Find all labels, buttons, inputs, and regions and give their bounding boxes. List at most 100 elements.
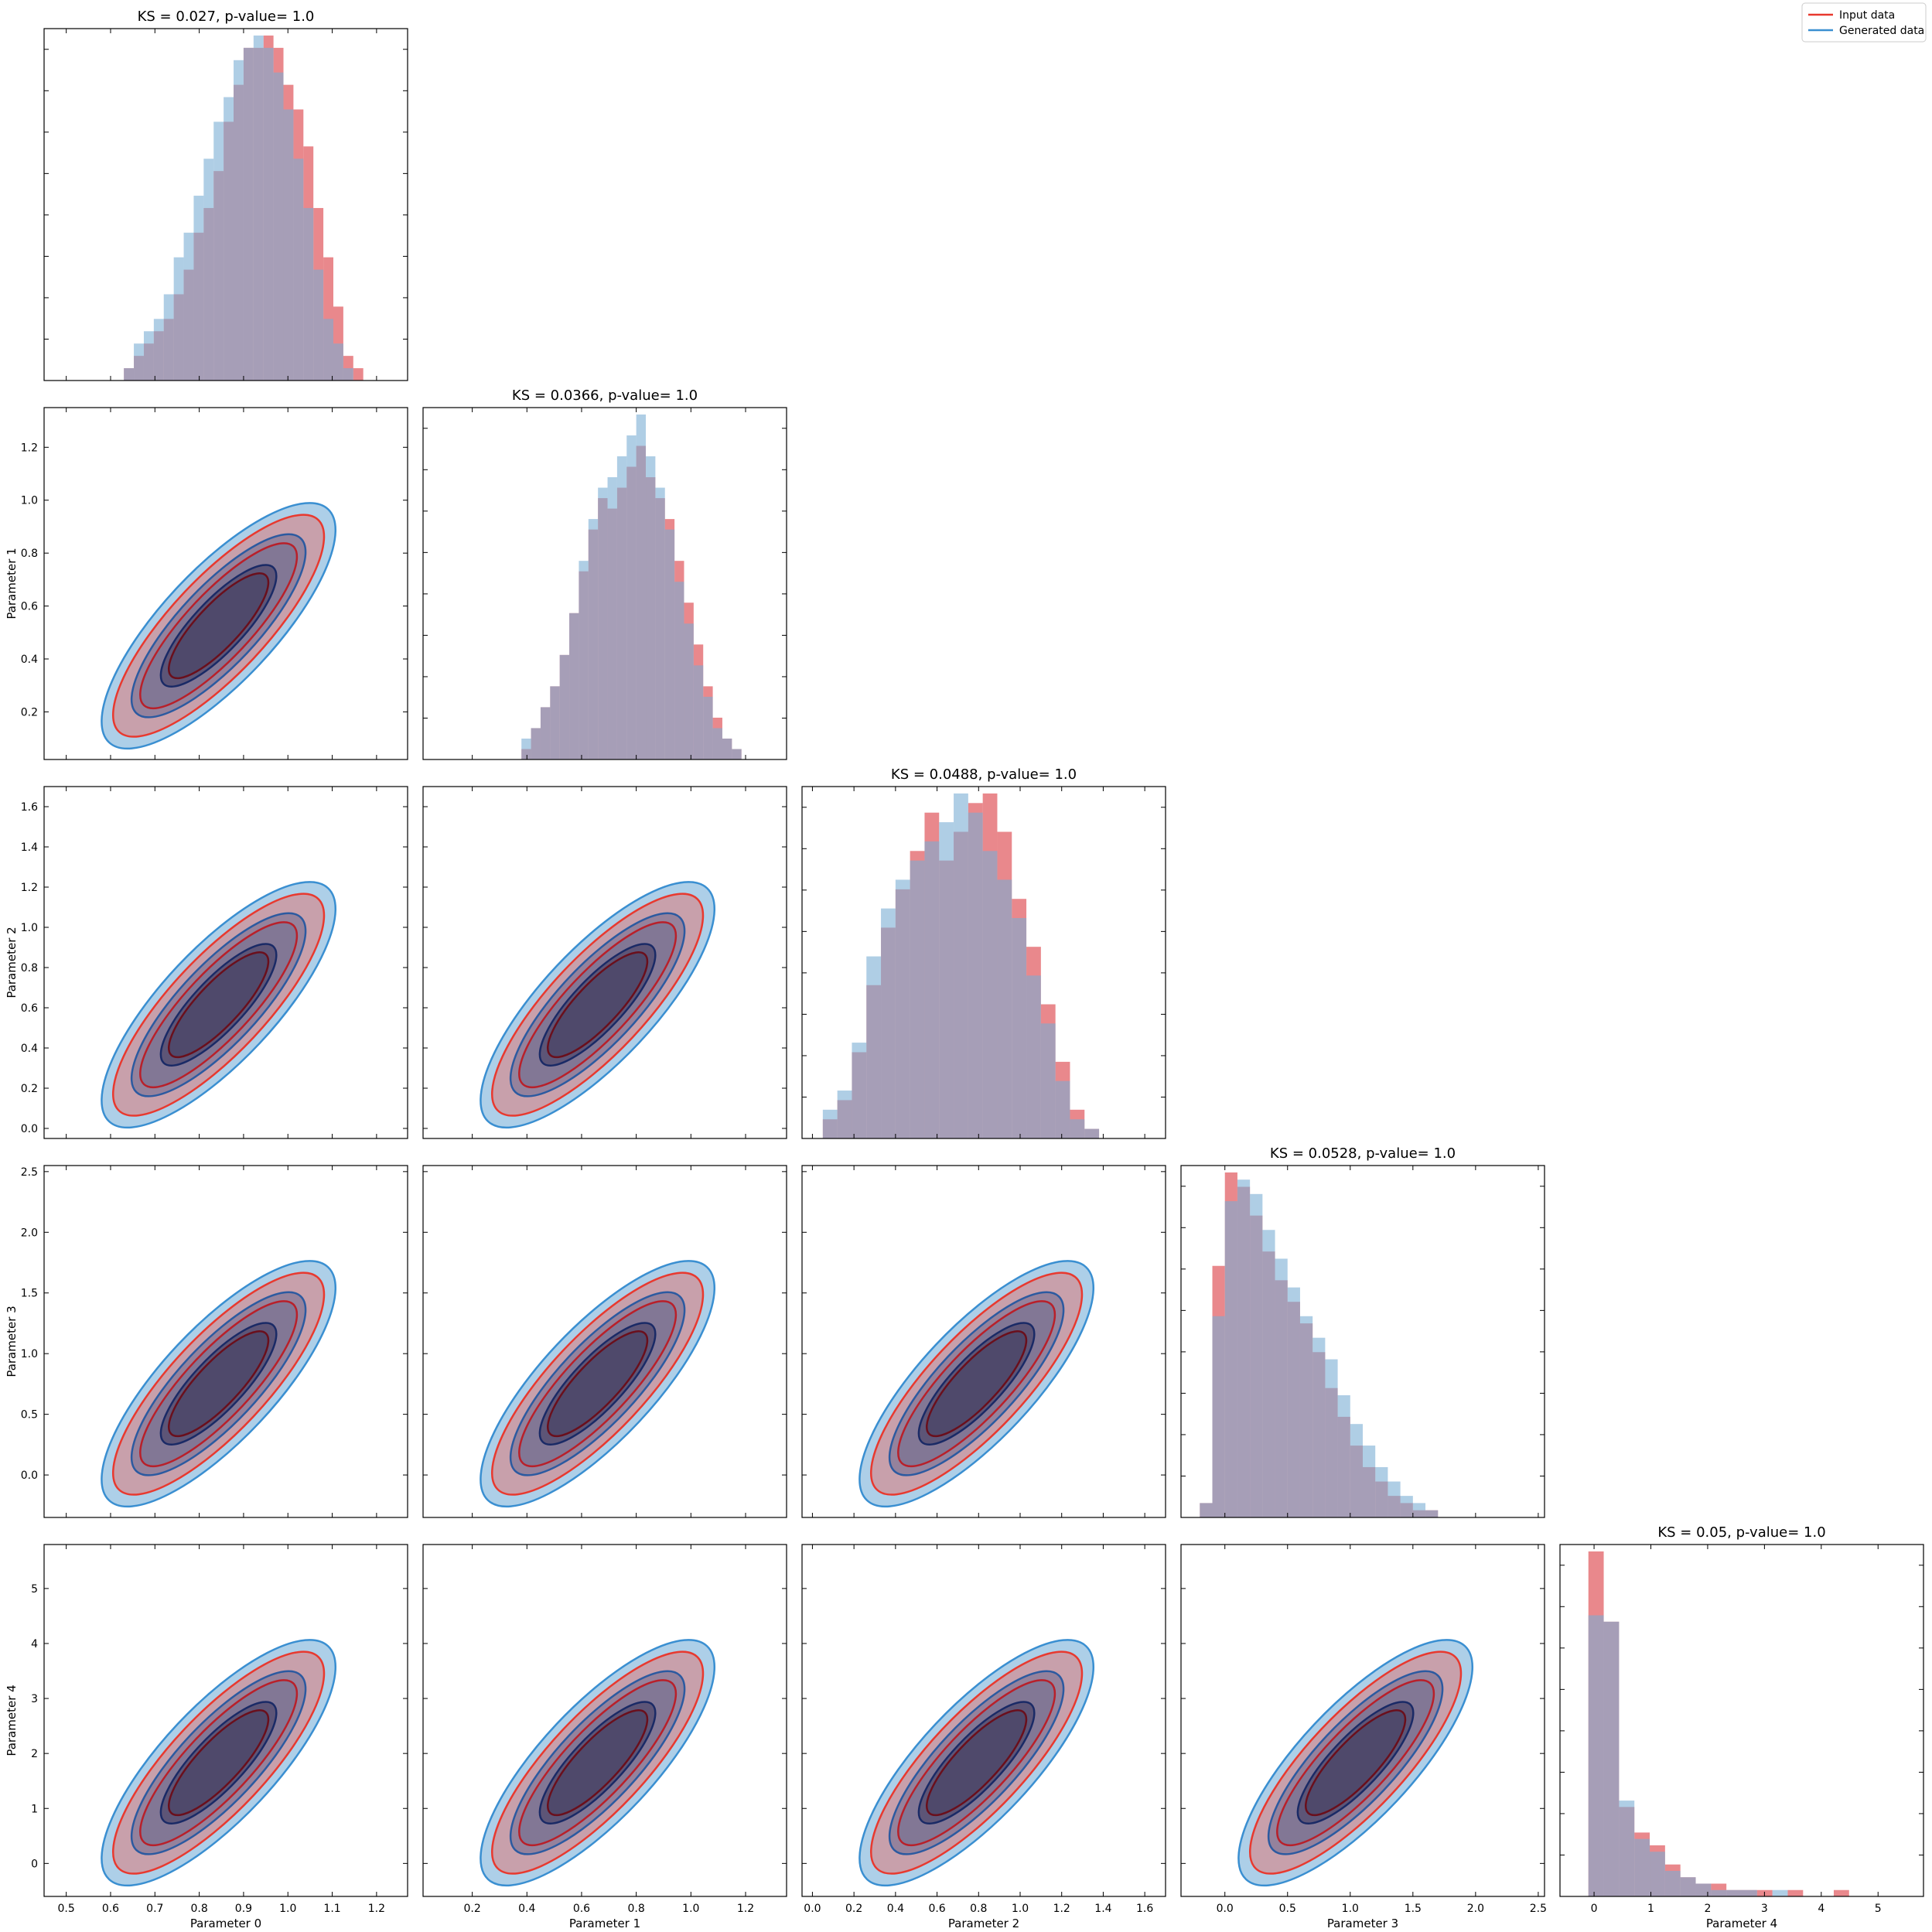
x-tick-label: 5 (1875, 1903, 1882, 1915)
y-tick-label: 0.4 (21, 654, 38, 666)
x-tick-label: 1.1 (323, 1903, 340, 1915)
y-tick-label: 2 (31, 1748, 38, 1760)
y-tick-label: 3 (31, 1693, 38, 1705)
y-tick-label: 1.0 (21, 495, 38, 507)
generated-hist-bar (1224, 1201, 1237, 1517)
generated-hist-bar (598, 487, 608, 759)
y-tick-label: 1.5 (21, 1288, 38, 1300)
input-contour-inner (925, 1709, 1028, 1817)
generated-contour-inner (917, 1701, 1036, 1824)
generated-hist-bar (303, 207, 314, 381)
generated-hist-bar (1275, 1258, 1288, 1517)
x-tick-label: 2.0 (1467, 1903, 1484, 1915)
generated-hist-bar (333, 343, 343, 381)
generated-hist-bar (732, 749, 742, 759)
axes-frame (1180, 1544, 1545, 1897)
y-tick-label: 0.8 (21, 962, 38, 975)
x-tick-label: 1 (1647, 1903, 1654, 1915)
contour-panel-1-3 (422, 1165, 787, 1518)
y-tick-label: 0.6 (21, 601, 38, 613)
axes-frame (43, 786, 408, 1139)
generated-hist-bar (693, 665, 704, 759)
x-tick-label: 0.8 (970, 1903, 987, 1915)
generated-hist-bar (550, 686, 560, 759)
contour-panel-0-4: 0.5 0.6 0.7 0.8 0.9 1.0 1.1 1.2 Parameter 0 0 1 2 3 4… (5, 1544, 408, 1930)
y-tick-label: 1.2 (21, 882, 38, 894)
x-tick-label: 2.5 (1530, 1903, 1547, 1915)
generated-hist-bar (1250, 1193, 1263, 1517)
axes-frame (422, 407, 787, 760)
generated-hist-bar (1664, 1870, 1681, 1896)
x-tick-label: 0.2 (463, 1903, 480, 1915)
generated-hist-bar (852, 1043, 867, 1138)
generated-hist-bar (313, 269, 324, 381)
generated-hist-bar (703, 696, 713, 759)
generated-hist-bar (588, 519, 599, 759)
x-tick-label: 0.7 (146, 1903, 163, 1915)
generated-contour-inner (1296, 1701, 1415, 1824)
input-contour-inner (167, 951, 270, 1059)
generated-hist-bar (263, 47, 274, 381)
generated-hist-bar (243, 47, 254, 381)
histogram-parameter-0: KS = 0.027, p-value= 1.0 (43, 9, 408, 381)
generated-hist-bar (1603, 1621, 1620, 1896)
generated-hist-bar (837, 1091, 852, 1138)
x-tick-label: 1.0 (1342, 1903, 1359, 1915)
generated-hist-bar (293, 159, 304, 381)
input-contour-inner (167, 1330, 270, 1438)
generated-hist-bar (1325, 1359, 1338, 1517)
contour-panel-2-4: 0.0 0.2 0.4 0.6 0.8 1.0 1.2 1.4 1.6 Parameter 2 (801, 1544, 1166, 1930)
histogram-title: KS = 0.05, p-value= 1.0 (1657, 1524, 1825, 1541)
generated-hist-bar (1425, 1510, 1439, 1517)
generated-hist-bar (1634, 1838, 1650, 1896)
legend: Input data Generated data (1801, 2, 1927, 43)
x-tick-label: 0.4 (887, 1903, 904, 1915)
generated-hist-bar (626, 435, 637, 759)
generated-hist-bar (569, 613, 579, 759)
y-tick-label: 0.5 (21, 1409, 38, 1422)
y-tick-label: 0.8 (21, 548, 38, 560)
generated-hist-bar (253, 35, 264, 381)
y-tick-label: 0.2 (21, 706, 38, 719)
y-tick-label: 0.0 (21, 1469, 38, 1482)
generated-hist-bar (722, 738, 732, 759)
generated-contour-inner (159, 564, 278, 688)
generated-hist-bar (134, 343, 144, 381)
x-tick-label: 0.5 (58, 1903, 75, 1915)
generated-contour-inner (538, 1322, 657, 1446)
generated-hist-bar (1200, 1503, 1213, 1517)
histogram-title: KS = 0.0488, p-value= 1.0 (891, 766, 1077, 783)
generated-hist-bar (1742, 1889, 1757, 1896)
generated-hist-bar (664, 529, 675, 759)
y-tick-label: 4 (31, 1638, 38, 1650)
input-contour-inner (925, 1330, 1028, 1438)
contour-panel-1-4: 0.2 0.4 0.6 0.8 1.0 1.2 Parameter 1 (422, 1544, 787, 1930)
contour-panel-3-4: 0.0 0.5 1.0 1.5 2.0 2.5 Parameter 3 (1180, 1544, 1547, 1930)
x-tick-label: 0.2 (845, 1903, 862, 1915)
input-hist-bar (1833, 1889, 1849, 1896)
generated-hist-bar (895, 879, 910, 1138)
generated-hist-bar (173, 257, 184, 381)
generated-hist-bar (1299, 1316, 1313, 1517)
histogram-title: KS = 0.0528, p-value= 1.0 (1270, 1145, 1456, 1162)
x-axis-label: Parameter 0 (190, 1917, 261, 1930)
x-tick-label: 0.5 (1279, 1903, 1296, 1915)
generated-hist-bar (910, 860, 925, 1138)
generated-hist-bar (607, 477, 617, 759)
x-tick-label: 0.0 (1217, 1903, 1234, 1915)
x-tick-label: 1.0 (1012, 1903, 1029, 1915)
y-axis-label: Parameter 4 (5, 1685, 19, 1756)
input-contour-inner (167, 1709, 270, 1817)
x-axis-label: Parameter 1 (569, 1917, 640, 1930)
generated-contour-inner (538, 1701, 657, 1824)
y-tick-label: 0 (31, 1858, 38, 1870)
generated-hist-bar (124, 368, 135, 381)
generated-hist-bar (1680, 1877, 1696, 1896)
x-tick-label: 0.0 (804, 1903, 821, 1915)
input-hist-bar (1787, 1889, 1804, 1896)
y-tick-label: 1.4 (21, 841, 38, 854)
generated-hist-bar (1055, 1080, 1070, 1138)
y-tick-label: 1 (31, 1803, 38, 1815)
contour-panel-1-2 (422, 786, 787, 1139)
generated-hist-bar (153, 319, 164, 381)
